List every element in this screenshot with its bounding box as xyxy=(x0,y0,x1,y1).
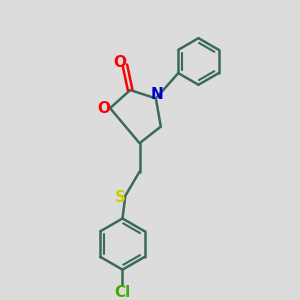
Text: N: N xyxy=(151,87,164,102)
Text: S: S xyxy=(115,190,126,205)
Text: Cl: Cl xyxy=(114,285,130,300)
Text: O: O xyxy=(98,100,110,116)
Text: O: O xyxy=(113,55,126,70)
